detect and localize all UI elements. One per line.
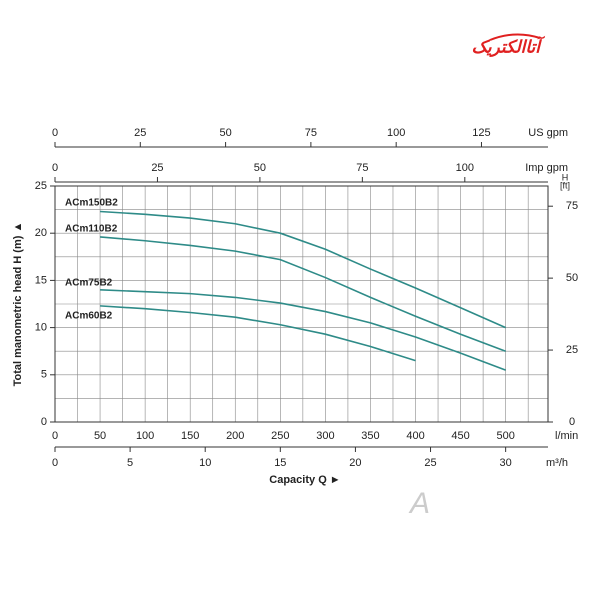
x-tick-label: 50: [254, 162, 266, 174]
x-tick-label: 0: [52, 162, 58, 174]
x-tick-label: 300: [316, 430, 334, 442]
watermark: A: [408, 487, 430, 520]
y2-tick-label: 0: [569, 416, 575, 428]
x-tick-label: 75: [356, 162, 368, 174]
axis-unit: US gpm: [528, 127, 568, 139]
series-line: [100, 289, 506, 371]
x-tick-label: 10: [199, 457, 211, 469]
x-tick-label: 5: [127, 457, 133, 469]
logo-swoosh: [489, 33, 541, 41]
series-label: ACm150B2: [65, 198, 118, 209]
y2-unit-top: H: [562, 172, 569, 182]
y2-tick-label: 25: [566, 344, 578, 356]
x-tick-label: 25: [151, 162, 163, 174]
y-tick-label: 25: [35, 180, 47, 192]
x-tick-label: 50: [219, 127, 231, 139]
x-tick-label: 75: [305, 127, 317, 139]
y-tick-label: 10: [35, 322, 47, 334]
series-label: ACm75B2: [65, 278, 113, 289]
series-label: ACm60B2: [65, 311, 113, 322]
y2-tick-label: 50: [566, 272, 578, 284]
series-line: [100, 305, 416, 362]
x-tick-label: 150: [181, 430, 199, 442]
plot-frame: [54, 185, 549, 423]
series-label: ACm110B2: [65, 224, 118, 235]
x-tick-label: 0: [52, 127, 58, 139]
x-tick-label: 0: [52, 457, 58, 469]
x-axis-label: Capacity Q ►: [269, 474, 340, 486]
y-tick-label: 0: [41, 416, 47, 428]
logo: آتاالکتریک: [472, 35, 546, 57]
series-line: [100, 210, 506, 329]
x-tick-label: 0: [52, 430, 58, 442]
x-tick-label: 30: [500, 457, 512, 469]
y-tick-label: 20: [35, 227, 47, 239]
y-tick-label: 5: [41, 369, 47, 381]
series-line: [99, 236, 506, 352]
x-tick-label: 200: [226, 430, 244, 442]
x-unit: l/min: [555, 430, 578, 442]
x-tick-label: 50: [94, 430, 106, 442]
x-tick-label: 400: [406, 430, 424, 442]
x-tick-label: 20: [349, 457, 361, 469]
x-tick-label: 250: [271, 430, 289, 442]
axis-unit: Imp gpm: [525, 162, 568, 174]
x-tick-label: 100: [456, 162, 474, 174]
x-tick-label: 25: [424, 457, 436, 469]
y2-unit: [ft]: [560, 180, 570, 190]
y-axis-label: Total manometric head H (m) ▲: [12, 222, 24, 387]
x-tick-label: 500: [496, 430, 514, 442]
x-tick-label: 15: [274, 457, 286, 469]
x-tick-label: 100: [136, 430, 154, 442]
x-tick-label: 125: [472, 127, 490, 139]
axis-unit: m³/h: [546, 457, 568, 469]
y2-tick-label: 75: [566, 200, 578, 212]
x-tick-label: 25: [134, 127, 146, 139]
x-tick-label: 450: [451, 430, 469, 442]
x-tick-label: 350: [361, 430, 379, 442]
x-tick-label: 100: [387, 127, 405, 139]
y-tick-label: 15: [35, 274, 47, 286]
